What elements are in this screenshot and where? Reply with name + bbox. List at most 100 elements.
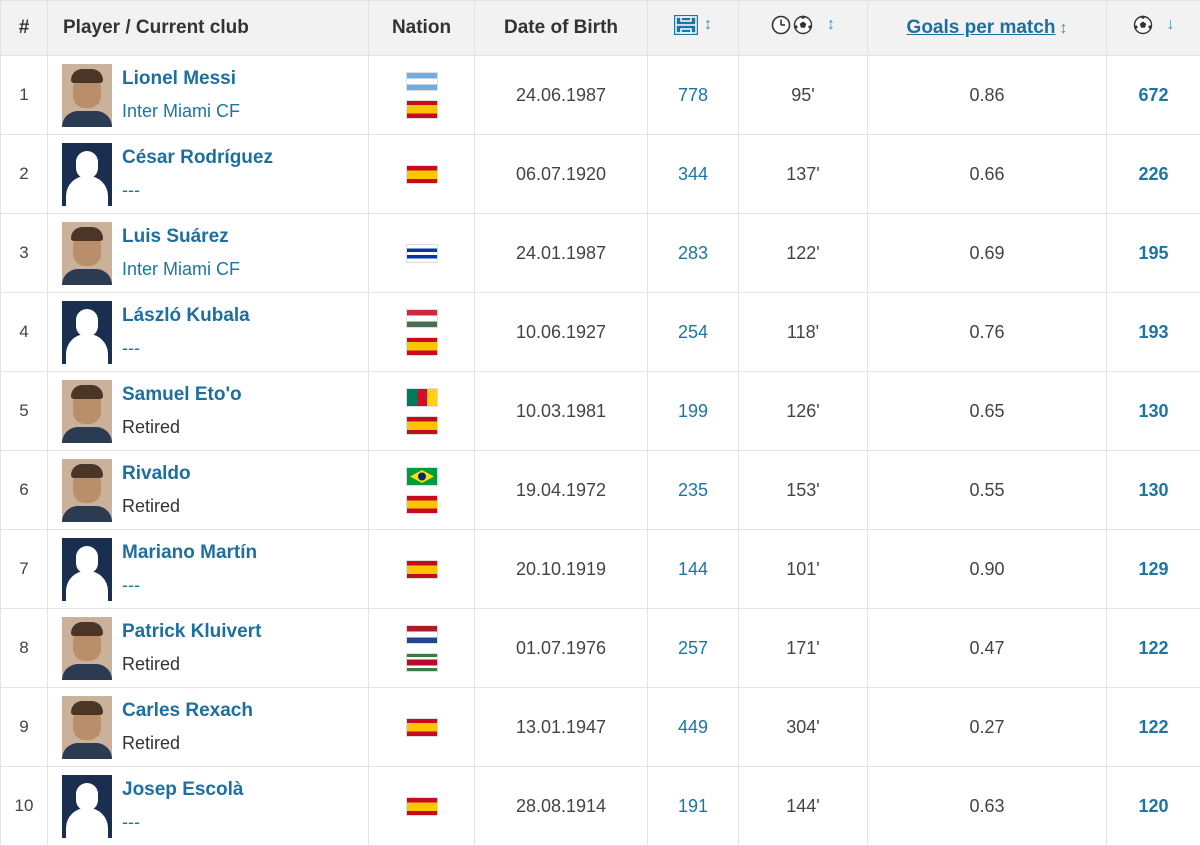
player-photo[interactable]	[62, 696, 112, 759]
player-photo[interactable]	[62, 617, 112, 680]
flag-brazil-icon[interactable]	[407, 468, 437, 485]
player-photo[interactable]	[62, 222, 112, 285]
player-name-link[interactable]: Luis Suárez	[122, 225, 240, 249]
sort-arrows-icon[interactable]: ↕	[1059, 20, 1067, 37]
flag-spain-icon[interactable]	[407, 417, 437, 434]
player-cell: Josep Escolà ---	[48, 767, 369, 846]
player-cell: László Kubala ---	[48, 293, 369, 372]
current-club[interactable]: ---	[122, 178, 273, 202]
rank-header: #	[1, 1, 48, 56]
appearances-link[interactable]: 344	[648, 135, 739, 214]
goals-link[interactable]: 120	[1107, 767, 1200, 846]
flag-suriname-icon[interactable]	[407, 654, 437, 671]
goals-link[interactable]: 195	[1107, 214, 1200, 293]
dob-header: Date of Birth	[475, 1, 648, 56]
player-silhouette-icon[interactable]	[62, 538, 112, 601]
player-header: Player / Current club	[48, 1, 369, 56]
flag-spain-icon[interactable]	[407, 798, 437, 815]
minutes-per-goal-cell: 95'	[739, 56, 868, 135]
flag-spain-icon[interactable]	[407, 101, 437, 118]
player-name-link[interactable]: Samuel Eto'o	[122, 383, 242, 407]
appearances-link[interactable]: 199	[648, 372, 739, 451]
player-name-link[interactable]: César Rodríguez	[122, 146, 273, 170]
goals-per-match-cell: 0.55	[868, 451, 1107, 530]
player-photo[interactable]	[62, 459, 112, 522]
flag-hungary-icon[interactable]	[407, 310, 437, 327]
player-photo[interactable]	[62, 380, 112, 443]
appearances-link[interactable]: 449	[648, 688, 739, 767]
date-of-birth-cell: 24.06.1987	[475, 56, 648, 135]
sort-arrows-icon[interactable]: ↕	[704, 16, 712, 34]
flag-spain-icon[interactable]	[407, 719, 437, 736]
rank-cell: 6	[1, 451, 48, 530]
current-club[interactable]: ---	[122, 810, 243, 834]
current-club[interactable]: ---	[122, 336, 250, 360]
table-header-row: # Player / Current club Nation Date of B…	[1, 1, 1200, 56]
player-name-link[interactable]: Lionel Messi	[122, 67, 240, 91]
player-photo[interactable]	[62, 64, 112, 127]
minutes-per-goal-header[interactable]: ↕	[739, 1, 868, 56]
goals-per-match-cell: 0.27	[868, 688, 1107, 767]
appearances-link[interactable]: 191	[648, 767, 739, 846]
minutes-per-goal-cell: 153'	[739, 451, 868, 530]
goals-per-match-header[interactable]: Goals per match↕	[868, 1, 1107, 56]
sort-arrows-icon[interactable]: ↕	[827, 16, 835, 34]
appearances-link[interactable]: 257	[648, 609, 739, 688]
player-name-link[interactable]: Carles Rexach	[122, 699, 253, 723]
flag-argentina-icon[interactable]	[407, 73, 437, 90]
flag-netherlands-icon[interactable]	[407, 626, 437, 643]
goals-link[interactable]: 130	[1107, 372, 1200, 451]
date-of-birth-cell: 10.03.1981	[475, 372, 648, 451]
flag-spain-icon[interactable]	[407, 561, 437, 578]
goals-link[interactable]: 122	[1107, 688, 1200, 767]
goals-link[interactable]: 130	[1107, 451, 1200, 530]
goals-link[interactable]: 122	[1107, 609, 1200, 688]
flag-cameroon-icon[interactable]	[407, 389, 437, 406]
date-of-birth-cell: 10.06.1927	[475, 293, 648, 372]
goals-link[interactable]: 193	[1107, 293, 1200, 372]
appearances-link[interactable]: 144	[648, 530, 739, 609]
clock-icon	[771, 15, 791, 35]
goals-link[interactable]: 226	[1107, 135, 1200, 214]
rank-cell: 8	[1, 609, 48, 688]
player-silhouette-icon[interactable]	[62, 301, 112, 364]
minutes-per-goal-cell: 137'	[739, 135, 868, 214]
goals-header[interactable]: ↓	[1107, 1, 1200, 56]
appearances-link[interactable]: 778	[648, 56, 739, 135]
appearances-link[interactable]: 254	[648, 293, 739, 372]
goals-per-match-sort-link[interactable]: Goals per match	[907, 17, 1056, 38]
flag-uruguay-icon[interactable]	[407, 245, 437, 262]
sort-down-icon[interactable]: ↓	[1167, 16, 1175, 34]
minutes-per-goal-cell: 171'	[739, 609, 868, 688]
appearances-link[interactable]: 283	[648, 214, 739, 293]
appearances-header[interactable]: ↕	[648, 1, 739, 56]
current-club[interactable]: Inter Miami CF	[122, 257, 240, 281]
nation-header: Nation	[369, 1, 475, 56]
player-name-link[interactable]: László Kubala	[122, 304, 250, 328]
current-club[interactable]: Inter Miami CF	[122, 99, 240, 123]
player-name-link[interactable]: Patrick Kluivert	[122, 620, 261, 644]
current-club[interactable]: ---	[122, 573, 257, 597]
player-silhouette-icon[interactable]	[62, 143, 112, 206]
player-silhouette-icon[interactable]	[62, 775, 112, 838]
player-name-link[interactable]: Rivaldo	[122, 462, 191, 486]
nation-cell	[369, 372, 475, 451]
nation-cell	[369, 214, 475, 293]
goals-link[interactable]: 129	[1107, 530, 1200, 609]
rank-cell: 10	[1, 767, 48, 846]
flag-spain-icon[interactable]	[407, 166, 437, 183]
player-name-link[interactable]: Mariano Martín	[122, 541, 257, 565]
date-of-birth-cell: 20.10.1919	[475, 530, 648, 609]
goals-link[interactable]: 672	[1107, 56, 1200, 135]
player-name-link[interactable]: Josep Escolà	[122, 778, 243, 802]
flag-spain-icon[interactable]	[407, 496, 437, 513]
flag-spain-icon[interactable]	[407, 338, 437, 355]
appearances-link[interactable]: 235	[648, 451, 739, 530]
